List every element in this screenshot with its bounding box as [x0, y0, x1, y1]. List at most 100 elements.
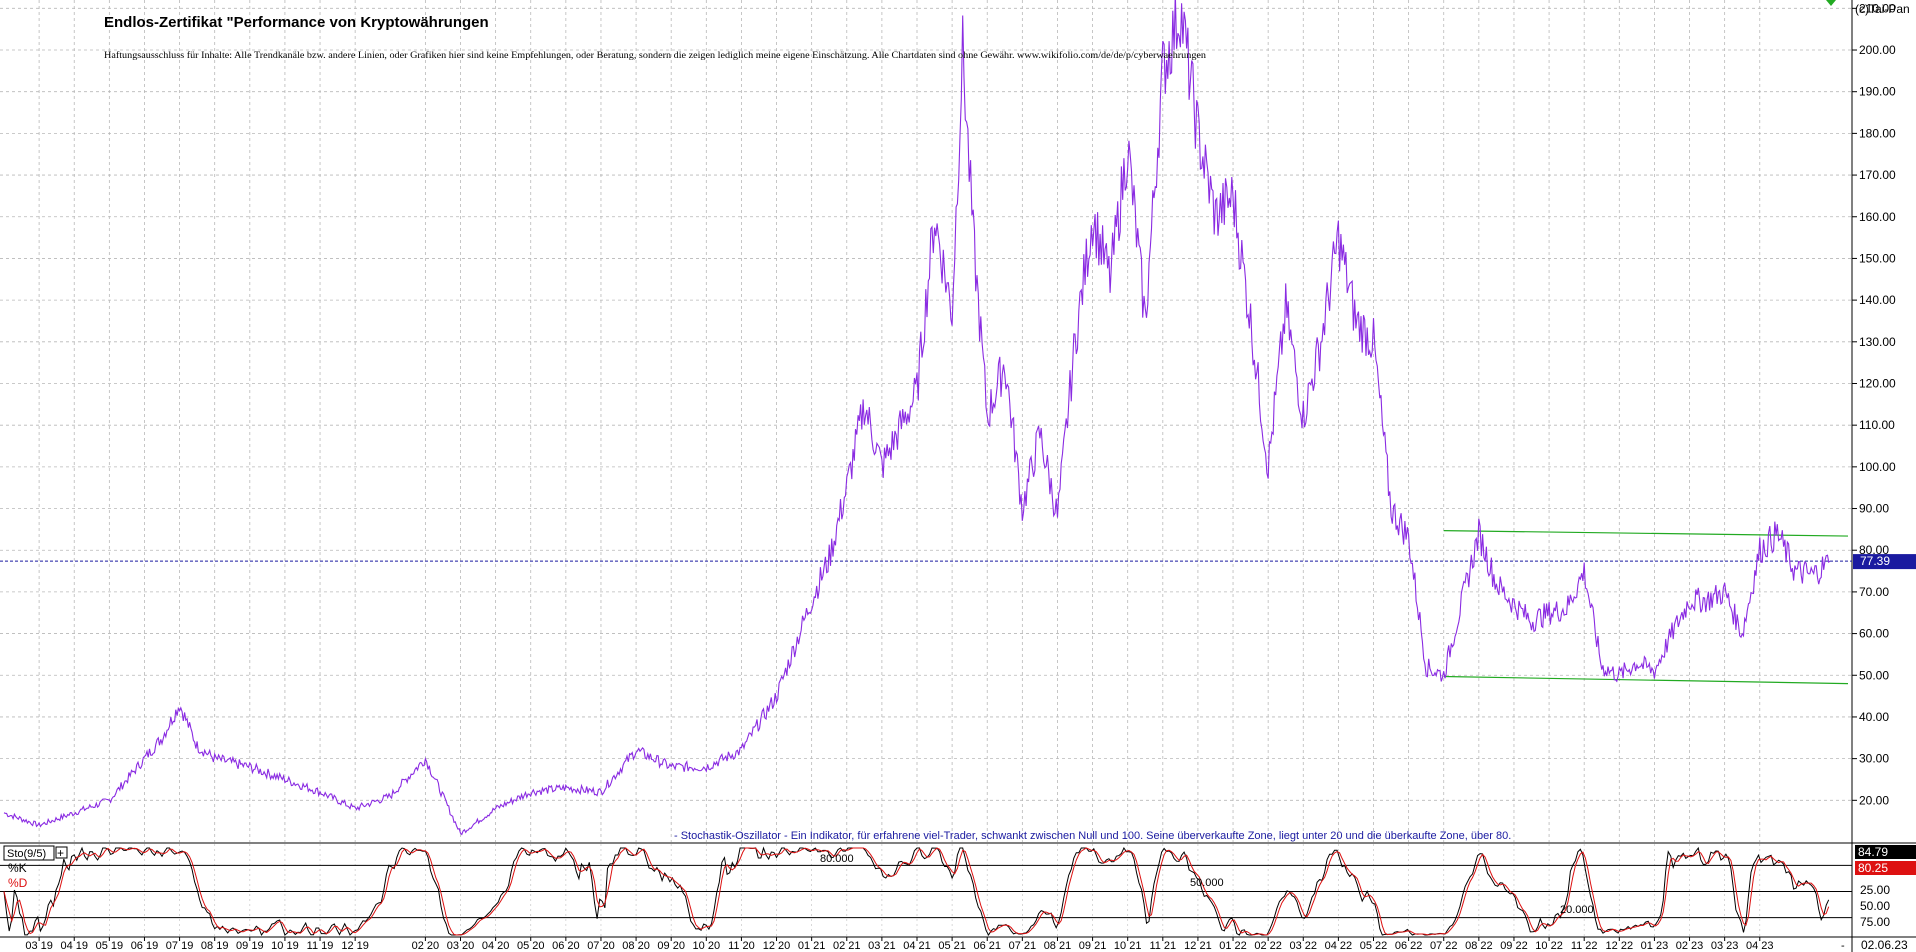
y-tick-label: 60.00	[1859, 627, 1889, 641]
y-tick-label: 140.00	[1859, 293, 1896, 307]
level-label-20: 20.000	[1560, 904, 1594, 916]
x-tick-label: 08 19	[201, 940, 229, 952]
y-tick-label: 120.00	[1859, 376, 1896, 390]
y-tick-label: 30.00	[1859, 752, 1889, 766]
x-tick-label: 06 22	[1395, 940, 1423, 952]
x-tick-label: 06 21	[973, 940, 1001, 952]
y-tick-label: 210.00	[1859, 1, 1896, 15]
x-tick-label: 02 23	[1676, 940, 1704, 952]
x-tick-label: 09 19	[236, 940, 264, 952]
x-tick-label: 02 22	[1254, 940, 1282, 952]
x-tick-label: 09 22	[1500, 940, 1528, 952]
x-tick-label: 10 22	[1535, 940, 1563, 952]
x-tick-label: 09 21	[1079, 940, 1107, 952]
level-label-50: 50.000	[1190, 877, 1224, 889]
x-tick-label: 04 23	[1746, 940, 1774, 952]
x-tick-label: 08 20	[622, 940, 650, 952]
indicator-label: Sto(9/5)	[7, 848, 46, 860]
last-date-label: 02.06.23	[1861, 938, 1908, 952]
d-value-label: 80.25	[1858, 861, 1888, 875]
x-tick-label: 08 21	[1044, 940, 1072, 952]
y-tick-label: 50.00	[1859, 668, 1889, 682]
y-tick-label: 100.00	[1859, 460, 1896, 474]
stochastic-grid	[0, 844, 1852, 936]
x-tick-label: 07 21	[1009, 940, 1037, 952]
y-tick-label: 190.00	[1859, 85, 1896, 99]
x-tick-label: 11 20	[728, 940, 755, 952]
x-axis-ticks: 03 19 04 19 05 19 06 19 07 19 08 19 09 19 10 19…	[25, 937, 1774, 952]
y-tick-label: 20.00	[1859, 793, 1889, 807]
plus-icon: +	[57, 846, 64, 860]
stochastic-k-line	[3, 846, 1830, 937]
x-tick-label: 06 20	[552, 940, 580, 952]
x-tick-label: 01 23	[1641, 940, 1669, 952]
x-tick-label: 06 19	[131, 940, 159, 952]
main-plot-frame	[0, 0, 1852, 842]
x-tick-label: 07 20	[587, 940, 615, 952]
x-tick-label: 11 19	[307, 940, 334, 952]
chart-title: Endlos-Zertifikat "Performance von Krypt…	[104, 14, 489, 31]
x-tick-label: 03 20	[447, 940, 475, 952]
disclaimer-text: Haftungsausschluss für Inhalte: Alle Tre…	[104, 50, 1206, 60]
indicator-expand-button[interactable]	[55, 846, 68, 859]
x-tick-label: 07 22	[1430, 940, 1458, 952]
y-tick-label: 200.00	[1859, 43, 1896, 57]
x-tick-label: 03 23	[1711, 940, 1739, 952]
axis-scroll-marker: -	[1841, 940, 1845, 952]
x-tick-label: 01 22	[1219, 940, 1247, 952]
k-value-box	[1855, 845, 1916, 859]
price-series-line	[3, 0, 1831, 836]
x-tick-label: 10 19	[271, 940, 299, 952]
last-price-marker	[1853, 554, 1916, 570]
y-tick-label: 160.00	[1859, 210, 1896, 224]
y-tick-label: 130.00	[1859, 335, 1896, 349]
x-tick-label: 05 22	[1360, 940, 1388, 952]
x-tick-label: 10 21	[1114, 940, 1142, 952]
x-tick-label: 12 22	[1606, 940, 1634, 952]
x-tick-label: 02 21	[833, 940, 861, 952]
sto-tick-50: 50.00	[1860, 899, 1890, 913]
copyright-label: (c)Tai-Pan	[1855, 2, 1910, 16]
x-tick-label: 03 21	[868, 940, 896, 952]
y-tick-label: 70.00	[1859, 585, 1889, 599]
y-tick-label: 90.00	[1859, 502, 1889, 516]
indicator-label-box	[3, 845, 55, 861]
x-tick-label: 04 19	[60, 940, 88, 952]
level-label-80: 80.000	[820, 853, 854, 865]
sto-tick-25: 75.00	[1860, 915, 1890, 929]
channel-upper-line	[1443, 530, 1849, 537]
k-legend: %K	[8, 861, 27, 875]
x-tick-label: 12 19	[341, 940, 369, 952]
y-tick-label: 40.00	[1859, 710, 1889, 724]
k-value-label: 84.79	[1858, 845, 1888, 859]
y-tick-label: 180.00	[1859, 126, 1896, 140]
sto-tick-75: 25.00	[1860, 883, 1890, 897]
x-tick-label: 05 21	[938, 940, 966, 952]
y-tick-label: 170.00	[1859, 168, 1896, 182]
x-tick-label: 11 21	[1149, 940, 1176, 952]
stochastic-description: - Stochastik-Oszillator - Ein Indikator,…	[674, 830, 1511, 842]
x-tick-label: 04 22	[1325, 940, 1353, 952]
channel-lower-line	[1443, 675, 1849, 685]
d-legend: %D	[8, 876, 28, 890]
x-tick-label: 02 20	[412, 940, 440, 952]
x-tick-label: 12 20	[763, 940, 791, 952]
x-tick-label: 11 22	[1571, 940, 1598, 952]
x-tick-label: 04 20	[482, 940, 510, 952]
x-tick-label: 03 19	[25, 940, 53, 952]
x-tick-label: 05 19	[96, 940, 124, 952]
x-tick-label: 04 21	[903, 940, 931, 952]
x-tick-label: 07 19	[166, 940, 194, 952]
corner-arrow-icon	[1826, 0, 1836, 6]
stochastic-d-line	[3, 847, 1830, 936]
x-tick-label: 08 22	[1465, 940, 1493, 952]
x-tick-label: 10 20	[693, 940, 721, 952]
x-tick-label: 03 22	[1290, 940, 1318, 952]
y-tick-label: 110.00	[1859, 418, 1895, 432]
y-tick-label: 150.00	[1859, 251, 1896, 265]
x-tick-label: 01 21	[798, 940, 826, 952]
y-axis-ticks: 20.00 30.00 40.00 50.00 60.00 70.00 80.00 90.00…	[1852, 1, 1896, 807]
x-tick-label: 05 20	[517, 940, 545, 952]
last-price-label: 77.39	[1860, 554, 1890, 568]
